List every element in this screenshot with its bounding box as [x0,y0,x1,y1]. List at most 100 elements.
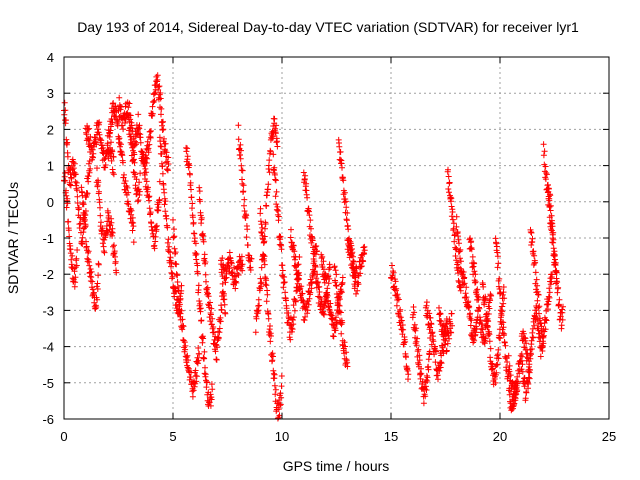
data-point [87,165,94,172]
data-point [203,278,209,285]
data-point [420,400,427,407]
data-point [361,251,368,257]
data-point [449,216,456,223]
data-point [272,193,279,200]
data-point [198,317,205,324]
data-point [510,403,517,410]
data-point [292,298,299,305]
data-point [559,316,566,323]
data-point [453,223,460,230]
y-tick-label: 1 [47,159,54,174]
data-point [189,214,196,221]
data-point [219,255,226,262]
data-point [124,184,131,191]
data-point [526,375,533,382]
data-point [191,235,198,242]
data-point [353,290,359,297]
data-point [209,315,216,322]
data-point [405,371,412,378]
data-point [308,225,314,232]
data-point [207,402,214,409]
data-point [188,194,195,201]
data-point [221,296,228,303]
data-point [237,141,244,148]
data-point [125,201,132,208]
data-point [110,100,117,107]
data-point [272,130,279,137]
data-point [79,241,86,247]
data-point [390,269,397,276]
data-point [324,292,331,299]
data-point [455,277,462,284]
data-point [333,283,340,289]
data-point [360,258,367,265]
data-point [456,248,463,255]
data-point [290,302,297,309]
data-point [108,116,115,122]
data-point [210,329,217,336]
data-point [498,307,505,314]
data-point [243,234,250,241]
data-point [270,353,276,360]
data-point [471,268,478,275]
data-point [161,201,168,208]
data-point [151,97,158,104]
data-point [228,260,235,267]
data-point [179,322,186,329]
data-point [343,217,350,224]
data-point [94,286,101,292]
data-point [497,290,504,297]
data-point [137,134,144,141]
data-point [313,248,320,254]
data-point [279,262,286,269]
data-point [252,329,259,336]
data-point [533,276,540,283]
data-point [546,294,553,301]
data-point [156,178,163,185]
data-point [120,159,126,166]
data-point [72,171,79,178]
data-point [62,170,68,176]
data-point [83,131,90,138]
data-point [463,294,470,301]
data-point [499,308,506,315]
data-point [532,259,539,266]
data-point [482,295,489,302]
x-tick-label: 10 [275,429,289,444]
data-point [213,356,220,363]
data-point [493,369,500,376]
data-point [487,345,494,352]
data-point [319,253,326,260]
data-point [528,346,535,352]
data-point [144,155,151,162]
data-point [198,214,205,221]
data-point [398,317,405,324]
data-point [310,244,316,251]
data-point [271,115,278,122]
data-point [467,245,474,252]
data-point [524,379,531,386]
data-point [145,149,152,156]
data-point [199,334,206,341]
data-point [339,279,346,286]
data-point [158,111,164,118]
data-point [86,262,93,269]
data-point [94,126,101,133]
data-point [210,324,217,330]
data-point [335,294,342,301]
data-point [204,379,210,386]
data-point [259,224,266,231]
data-point [279,267,286,274]
data-point [187,179,194,186]
data-point [424,307,431,314]
data-point [560,303,566,310]
data-point [468,246,475,253]
data-point [427,314,434,321]
data-point [540,152,547,159]
data-point [430,333,437,340]
data-point [299,297,306,303]
data-point [187,171,193,178]
data-point [456,240,462,247]
data-point [89,153,96,160]
